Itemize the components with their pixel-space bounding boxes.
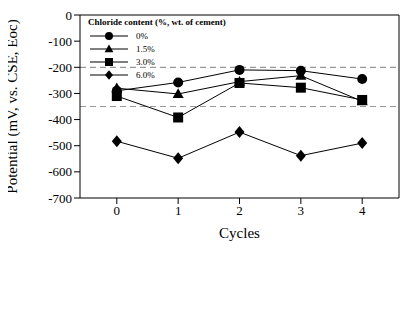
html-text:1.5%: 1.5% [136,43,155,54]
svg-text:2: 2 [236,203,243,218]
svg-text:1: 1 [175,203,182,218]
svg-text:-200: -200 [48,60,72,75]
svg-text:0: 0 [114,203,121,218]
svg-text:-500: -500 [48,138,72,153]
html-text:Chloride content (%, wt. of ce: Chloride content (%, wt. of cement) [88,17,226,27]
svg-text:-400: -400 [48,112,72,127]
svg-text:-700: -700 [48,191,72,206]
html-text:3.0%: 3.0% [136,56,155,67]
svg-text:0: 0 [66,8,73,23]
svg-text:3: 3 [298,203,305,218]
html-text:0%: 0% [136,30,148,41]
svg-text:Potential (mV, vs. CSE, Eoc): Potential (mV, vs. CSE, Eoc) [8,19,21,193]
html-text:6.0%: 6.0% [136,69,155,80]
svg-text:-300: -300 [48,86,72,101]
svg-text:-600: -600 [48,164,72,179]
svg-text:4: 4 [359,203,366,218]
svg-text:-100: -100 [48,34,72,49]
svg-text:Cycles: Cycles [219,225,260,241]
